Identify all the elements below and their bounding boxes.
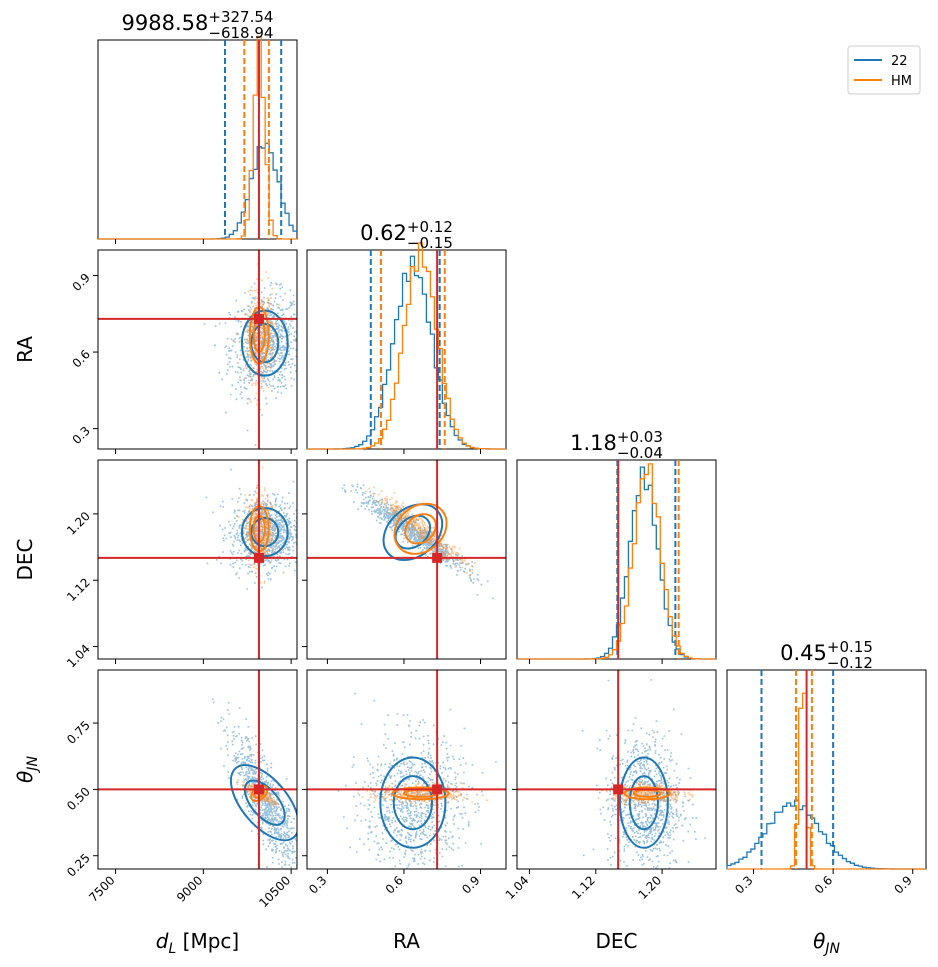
axis-label-theta_JN: θJN <box>813 929 840 957</box>
scatter-HM <box>365 486 476 576</box>
histogram-HM-DEC <box>517 463 716 660</box>
scatter-22 <box>212 698 297 869</box>
legend: 22 HM <box>847 45 921 95</box>
axis-label-theta_JN: θJN <box>13 756 41 783</box>
contour-22-1 <box>618 756 669 849</box>
panel-title-DEC: 1.18+0.03 <box>570 428 663 455</box>
panel-joint-DEC-theta_JN <box>516 669 717 870</box>
x-tick-label: 0.3 <box>732 873 755 896</box>
contour-HM-0 <box>404 513 437 545</box>
panel-joint-RA-theta_JN <box>306 669 507 870</box>
panel-frame <box>97 459 298 660</box>
scatter-HM <box>232 271 283 406</box>
scatter-22 <box>341 483 494 600</box>
contour-22-0 <box>250 322 280 364</box>
panel-title-minus-DEC: −0.04 <box>617 444 663 462</box>
x-tick-label: 7500 <box>86 873 117 904</box>
panel-joint-d_L-theta_JN <box>97 669 298 870</box>
axis-label-RA: RA <box>13 336 37 363</box>
truth-marker <box>253 313 264 324</box>
panel-title-theta_JN: 0.45+0.15 <box>780 638 873 665</box>
axis-label-DEC: DEC <box>13 538 37 580</box>
y-tick-label: 1.12 <box>64 575 93 604</box>
truth-marker <box>613 784 624 795</box>
panel-title-minus-theta_JN: −0.12 <box>827 654 873 672</box>
panel-title-minus-RA: −0.15 <box>407 234 453 252</box>
panel-frame <box>306 669 507 870</box>
panel-title-d_L: 9988.58+327.54 <box>122 8 274 35</box>
histogram-22-d_L <box>98 142 297 240</box>
x-tick-label: 1.12 <box>569 873 598 902</box>
panel-joint-d_L-DEC <box>97 459 298 660</box>
truth-marker <box>432 784 443 795</box>
panel-frame <box>516 669 717 870</box>
x-tick-label: 1.04 <box>503 873 532 902</box>
histogram-HM-RA <box>307 242 506 450</box>
y-tick-label: 0.75 <box>64 718 93 747</box>
panel-frame <box>306 459 507 660</box>
x-tick-label: 0.6 <box>383 873 406 896</box>
x-tick-label: 0.9 <box>891 873 914 896</box>
y-tick-label: 0.25 <box>64 851 93 880</box>
panel-frame <box>97 249 298 450</box>
contour-HM-1 <box>623 786 671 801</box>
scatter-22 <box>337 692 497 869</box>
contour-22-0 <box>243 779 286 826</box>
histogram-22-theta_JN <box>726 799 926 870</box>
y-tick-label: 0.9 <box>70 271 93 294</box>
x-tick-label: 1.20 <box>635 873 664 902</box>
scatter-22 <box>203 263 297 446</box>
panel-title-RA: 0.62+0.12 <box>360 218 453 245</box>
legend-box <box>847 45 921 95</box>
histogram-HM-d_L <box>98 35 297 240</box>
scatter-HM <box>357 782 488 806</box>
panel-marginal-theta_JN: 0.45+0.15−0.12 <box>726 638 927 870</box>
contour-HM-1 <box>393 502 448 555</box>
y-tick-label: 0.6 <box>70 347 93 370</box>
panel-frame <box>97 669 298 870</box>
panel-marginal-RA: 0.62+0.12−0.15 <box>306 218 507 450</box>
x-tick-label: 0.9 <box>459 873 482 896</box>
histogram-22-RA <box>307 255 506 450</box>
truth-marker <box>253 784 264 795</box>
axis-label-d_L: dL [Mpc] <box>156 929 239 957</box>
y-tick-label: 1.20 <box>64 509 93 538</box>
legend-label-HM: HM <box>891 74 912 89</box>
scatter-HM <box>238 466 280 584</box>
x-tick-label: 9000 <box>174 873 205 904</box>
truth-marker <box>432 552 443 563</box>
contour-22-1 <box>229 764 297 842</box>
axis-label-RA: RA <box>393 929 420 953</box>
panel-frame <box>306 249 507 450</box>
contour-HM-1 <box>391 786 450 801</box>
x-tick-label: 10500 <box>256 873 293 910</box>
panel-marginal-DEC: 1.18+0.03−0.04 <box>516 428 717 660</box>
truth-marker <box>253 552 264 563</box>
panel-title-minus-d_L: −618.94 <box>208 24 273 42</box>
scatter-22 <box>205 468 297 590</box>
panel-marginal-d_L: 9988.58+327.54−618.94 <box>97 8 298 240</box>
contour-22-0 <box>628 775 659 831</box>
x-tick-label: 0.6 <box>812 873 835 896</box>
panel-frame <box>97 39 298 240</box>
legend-label-22: 22 <box>891 54 908 69</box>
contour-22-1 <box>240 507 289 558</box>
y-tick-label: 0.3 <box>70 424 93 447</box>
y-tick-label: 0.50 <box>64 784 93 813</box>
histogram-HM-theta_JN <box>727 692 926 870</box>
contour-22-1 <box>379 756 447 849</box>
x-tick-label: 0.3 <box>306 873 329 896</box>
axis-label-DEC: DEC <box>595 929 637 953</box>
y-tick-label: 1.04 <box>64 642 93 671</box>
panel-joint-d_L-RA <box>97 249 298 450</box>
contour-22-0 <box>392 775 434 831</box>
panel-joint-RA-DEC <box>306 459 507 660</box>
